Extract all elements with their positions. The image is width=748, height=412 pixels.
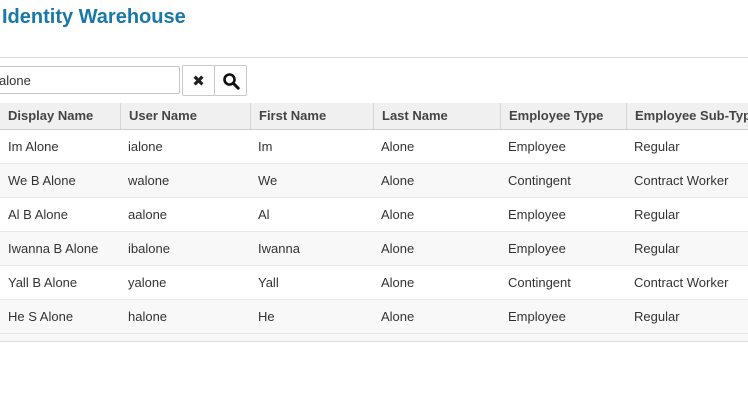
cell-employee-sub-type: Contract Worker [634,173,729,188]
column-header-employee-type[interactable]: Employee Type [500,103,626,129]
cell-employee-type: Contingent [508,275,571,290]
cell-display-name: Iwanna B Alone [8,241,99,256]
cell-user-name: halone [128,309,168,324]
cell-display-name: He S Alone [8,309,74,324]
cell-employee-sub-type: Regular [634,241,680,256]
column-header-employee-sub-type[interactable]: Employee Sub-Type [626,103,748,129]
table-row[interactable]: Im Alone ialone Im Alone Employee Regula… [0,130,748,164]
clear-x-icon: ✖ [192,71,205,90]
cell-employee-sub-type: Regular [634,207,680,222]
cell-user-name: walone [128,173,170,188]
cell-last-name: Alone [381,241,415,256]
cell-user-name: ibalone [128,241,170,256]
cell-first-name: Im [258,139,273,154]
cell-last-name: Alone [381,173,415,188]
cell-first-name: He [258,309,275,324]
cell-employee-sub-type: Contract Worker [634,275,729,290]
cell-first-name: Yall [258,275,279,290]
table-row[interactable]: We B Alone walone We Alone Contingent Co… [0,164,748,198]
table-footer-strip [0,334,748,342]
cell-user-name: aalone [128,207,168,222]
cell-employee-sub-type: Regular [634,309,680,324]
cell-first-name: Al [258,207,270,222]
column-header-first-name[interactable]: First Name [250,103,373,129]
cell-display-name: We B Alone [8,173,76,188]
cell-employee-type: Employee [508,309,566,324]
cell-employee-type: Contingent [508,173,571,188]
magnifier-icon [222,72,240,90]
table-row[interactable]: He S Alone halone He Alone Employee Regu… [0,300,748,334]
cell-last-name: Alone [381,309,415,324]
cell-employee-sub-type: Regular [634,139,680,154]
page-title: Identity Warehouse [2,6,186,28]
cell-employee-type: Employee [508,207,566,222]
cell-display-name: Al B Alone [8,207,68,222]
search-button[interactable] [214,65,247,96]
identity-table: Display Name User Name First Name Last N… [0,103,748,342]
cell-employee-type: Employee [508,241,566,256]
column-header-user-name[interactable]: User Name [120,103,250,129]
table-row[interactable]: Yall B Alone yalone Yall Alone Contingen… [0,266,748,300]
cell-display-name: Yall B Alone [8,275,78,290]
cell-user-name: ialone [128,139,163,154]
column-header-last-name[interactable]: Last Name [373,103,500,129]
cell-display-name: Im Alone [8,139,59,154]
column-header-display-name[interactable]: Display Name [8,108,94,123]
cell-last-name: Alone [381,207,415,222]
table-row[interactable]: Al B Alone aalone Al Alone Employee Regu… [0,198,748,232]
cell-first-name: We [258,173,278,188]
header-divider [0,57,748,58]
search-input[interactable] [0,66,180,94]
cell-user-name: yalone [128,275,167,290]
cell-last-name: Alone [381,139,415,154]
clear-search-button[interactable]: ✖ [182,65,215,96]
table-header-row: Display Name User Name First Name Last N… [0,103,748,130]
table-row[interactable]: Iwanna B Alone ibalone Iwanna Alone Empl… [0,232,748,266]
cell-first-name: Iwanna [258,241,300,256]
cell-employee-type: Employee [508,139,566,154]
cell-last-name: Alone [381,275,415,290]
